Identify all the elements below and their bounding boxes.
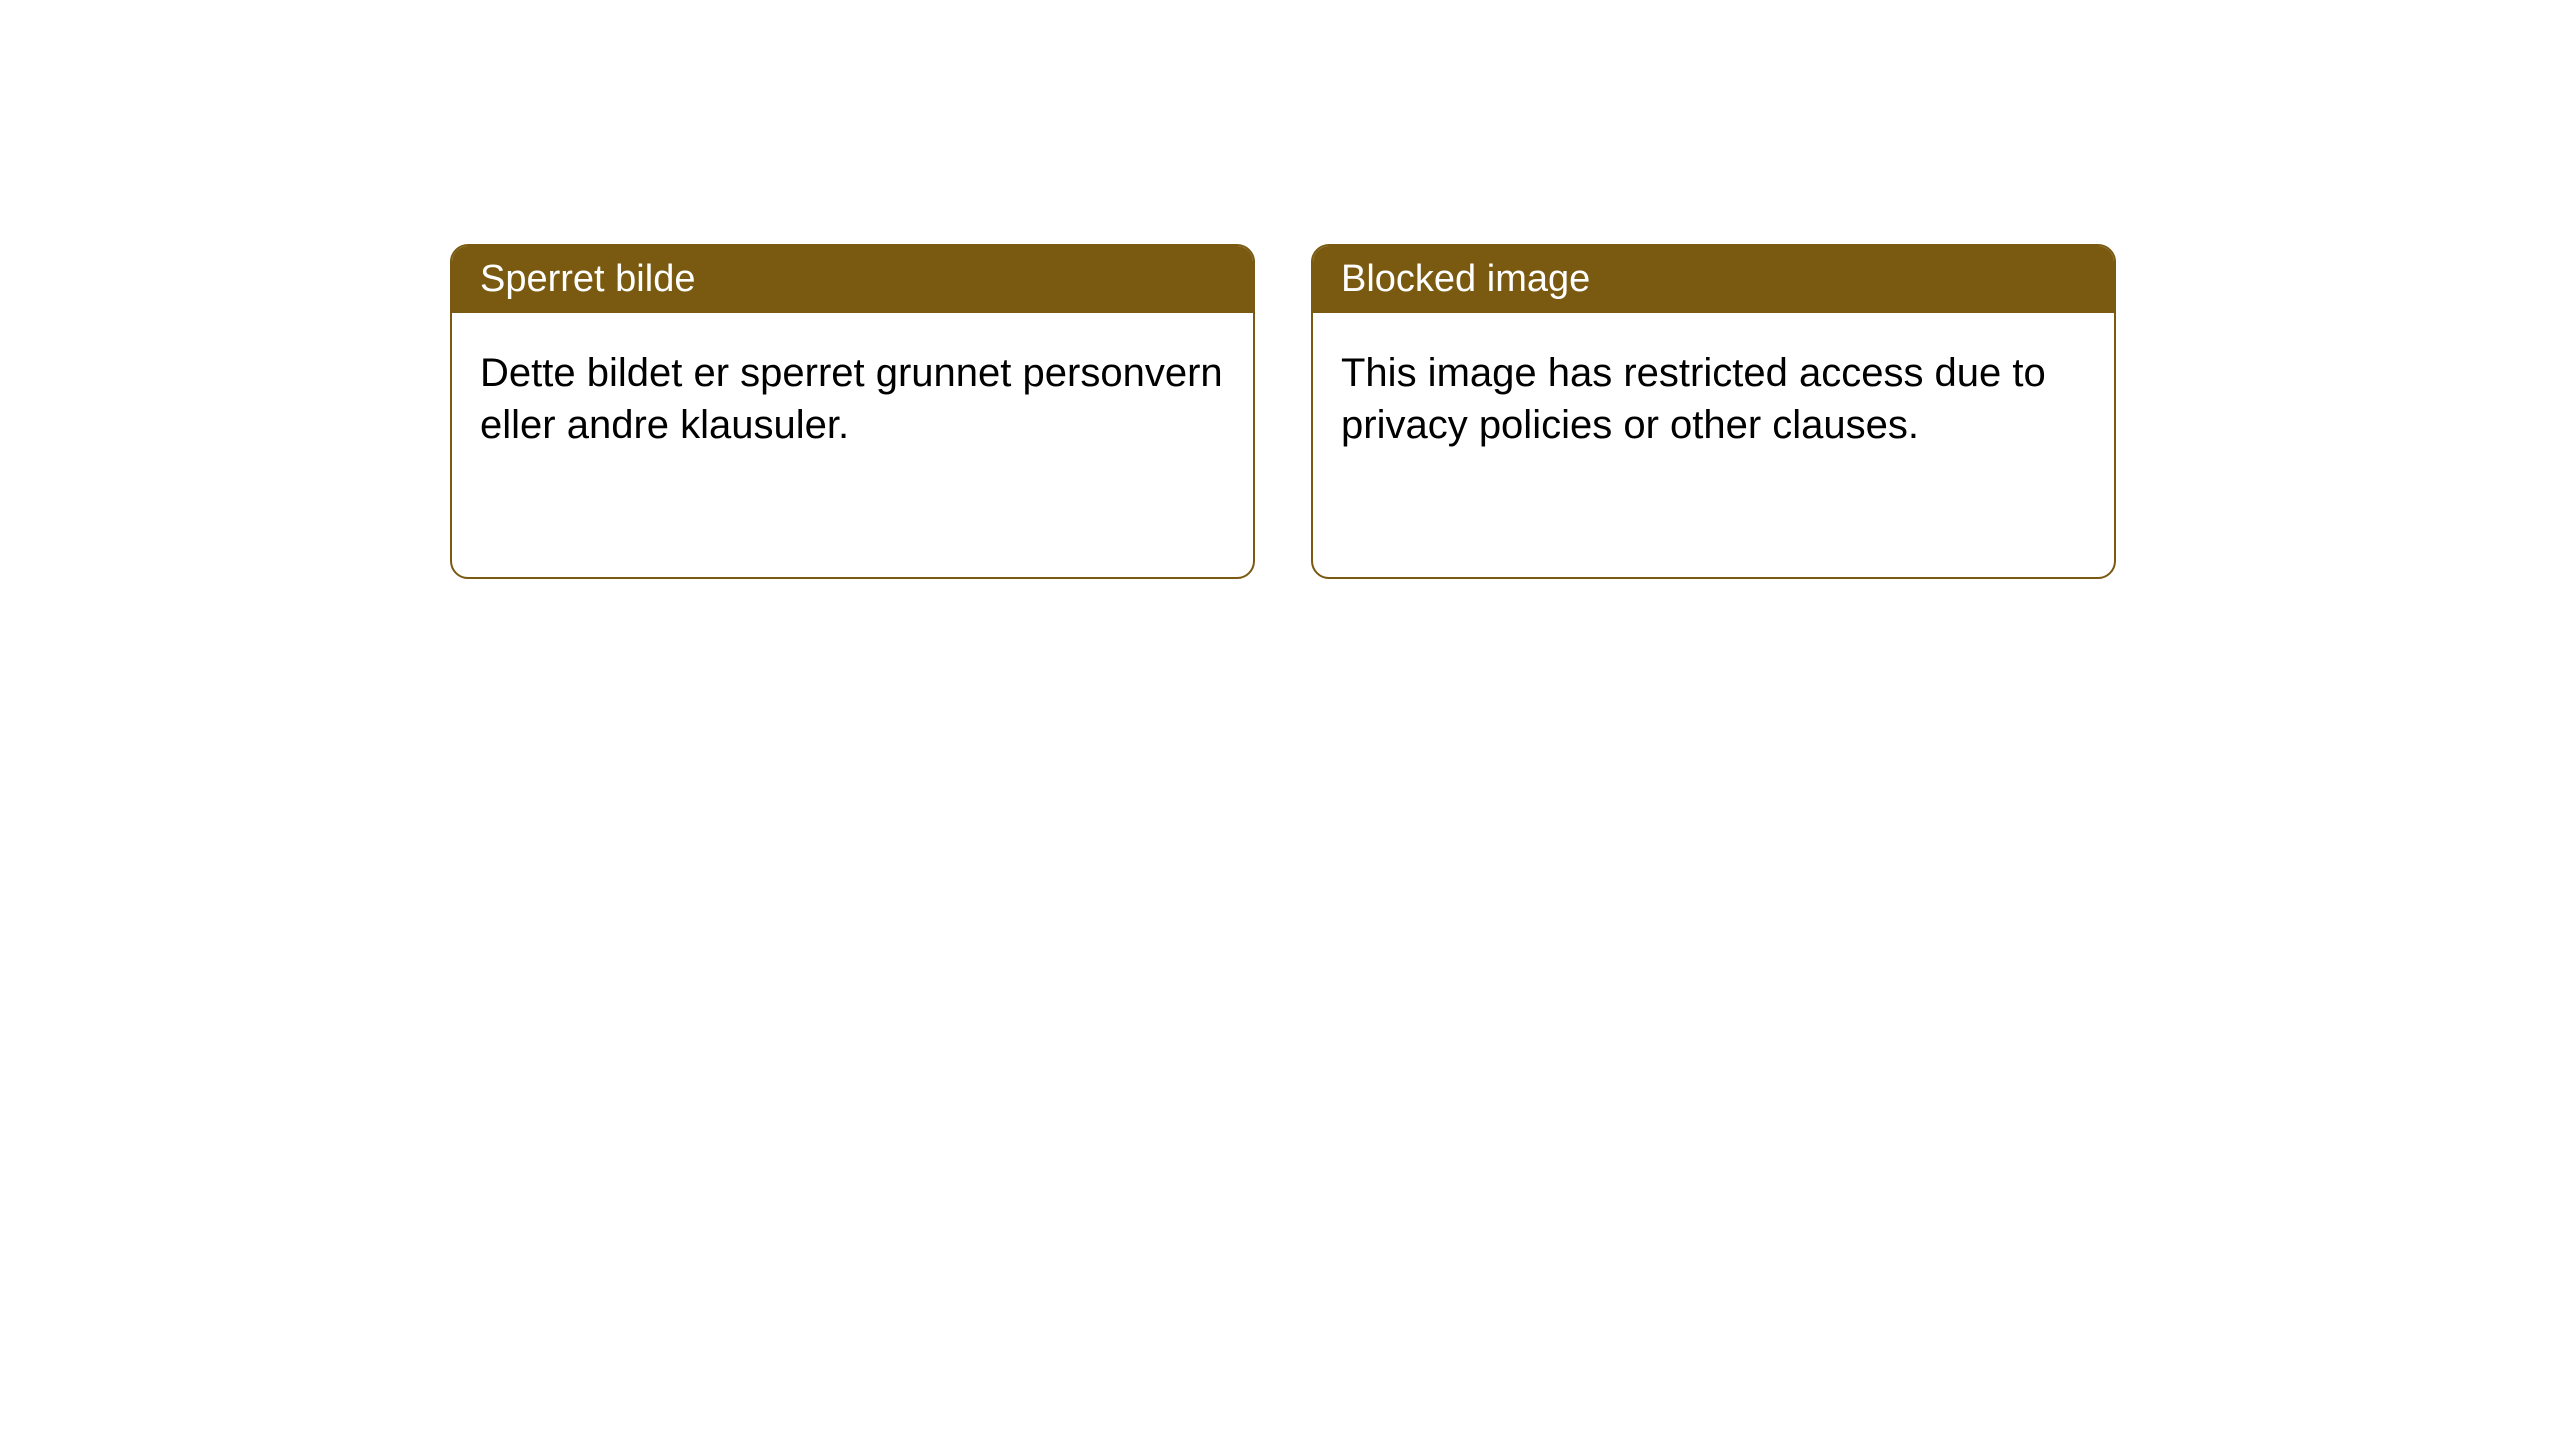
card-title: Blocked image	[1313, 246, 2114, 313]
card-title: Sperret bilde	[452, 246, 1253, 313]
card-container: Sperret bilde Dette bildet er sperret gr…	[450, 244, 2116, 579]
blocked-image-card-en: Blocked image This image has restricted …	[1311, 244, 2116, 579]
card-body: Dette bildet er sperret grunnet personve…	[452, 313, 1253, 485]
blocked-image-card-no: Sperret bilde Dette bildet er sperret gr…	[450, 244, 1255, 579]
card-body: This image has restricted access due to …	[1313, 313, 2114, 485]
